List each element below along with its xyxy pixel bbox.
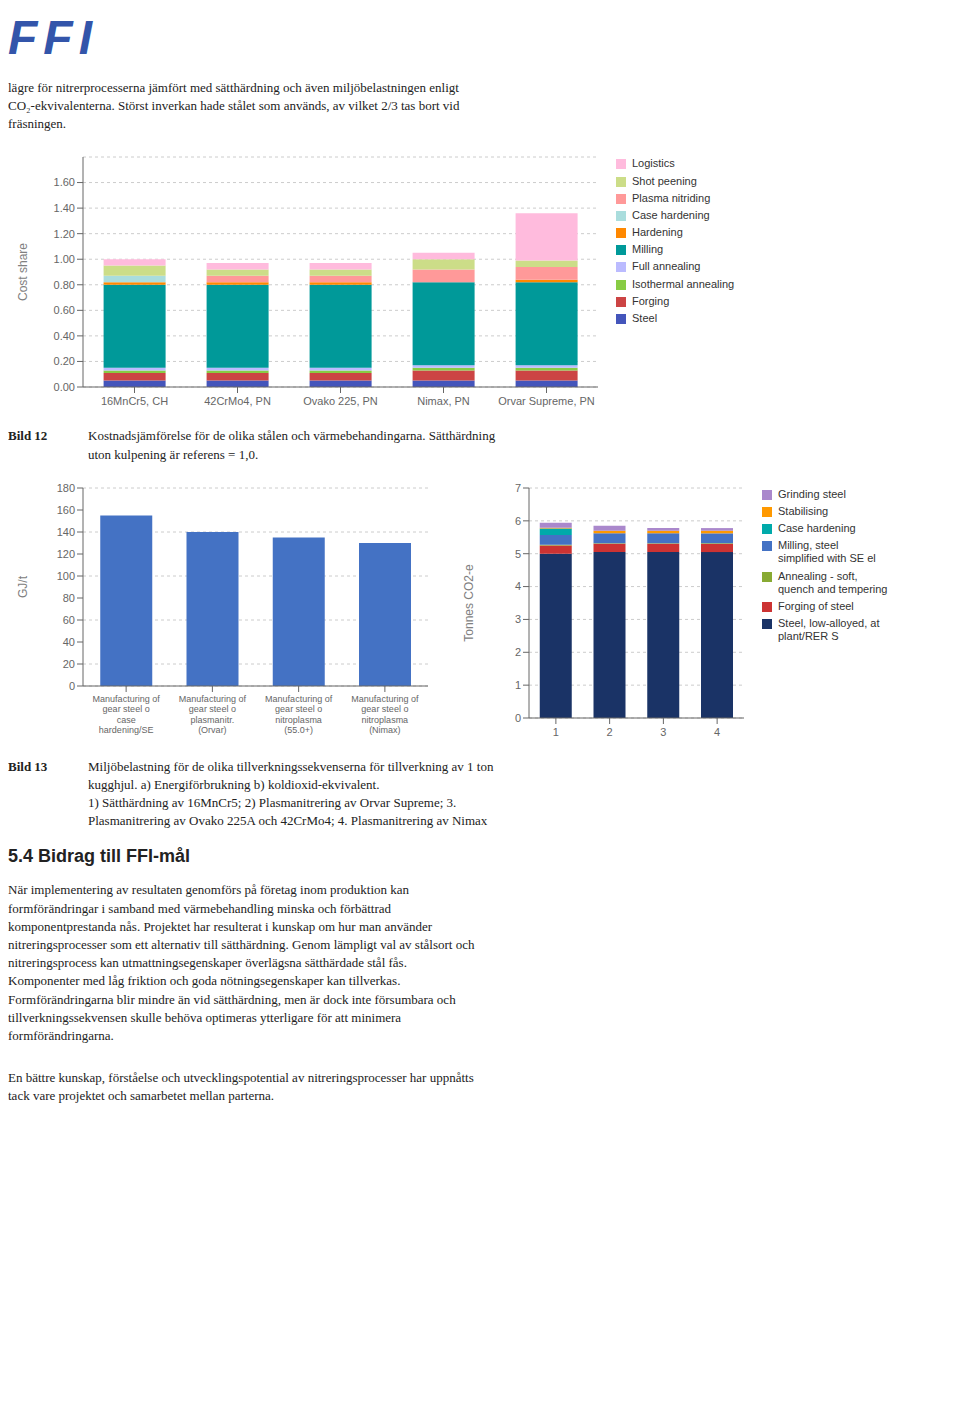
svg-text:0.00: 0.00	[54, 381, 75, 393]
html-text:Plasma nitriding: Plasma nitriding	[632, 191, 711, 204]
svg-text:160: 160	[57, 504, 75, 516]
svg-text:0.40: 0.40	[54, 330, 75, 342]
svg-text:3: 3	[515, 613, 521, 625]
html-text:Grinding steel: Grinding steel	[778, 487, 846, 500]
svg-text:Tonnes CO2-e: Tonnes CO2-e	[462, 564, 476, 642]
svg-text:120: 120	[57, 548, 75, 560]
html-text:Logistics: Logistics	[632, 157, 675, 170]
html-text:Case hardening: Case hardening	[632, 208, 710, 221]
svg-text:GJ/t: GJ/t	[16, 575, 30, 598]
html-text:Bild 13: Bild 13	[8, 758, 48, 774]
html-text:När implementering av resultat: När implementering av resultaten genomfö…	[8, 882, 475, 1043]
html-text:Milling: Milling	[632, 243, 664, 256]
svg-text:0.20: 0.20	[54, 356, 75, 368]
html-text:lägre för nitrerprocesserna jä: lägre för nitrerprocesserna jämfört med …	[8, 79, 460, 132]
svg-text:16MnCr5, CH: 16MnCr5, CH	[101, 395, 168, 407]
svg-text:Ovako 225, PN: Ovako 225, PN	[303, 395, 378, 407]
svg-text:0.80: 0.80	[54, 279, 75, 291]
html-text:Hardening: Hardening	[632, 226, 683, 239]
html-text:Milling, steel simplified with: Milling, steel simplified with SE el	[778, 539, 876, 565]
svg-text:0: 0	[69, 680, 75, 692]
svg-text:Manufacturing ofgear steel oni: Manufacturing ofgear steel onitroplasma(…	[351, 694, 419, 735]
svg-text:4: 4	[714, 726, 720, 738]
svg-text:20: 20	[63, 658, 75, 670]
html-text:En bättre kunskap, förståelse: En bättre kunskap, förståelse och utveck…	[8, 1070, 474, 1104]
svg-text:0: 0	[515, 712, 521, 724]
svg-text:1: 1	[515, 679, 521, 691]
svg-text:7: 7	[515, 482, 521, 494]
svg-text:Cost share: Cost share	[16, 243, 30, 301]
html-text:Full annealing: Full annealing	[632, 260, 701, 273]
svg-text:80: 80	[63, 592, 75, 604]
html-text:Miljöbelastning för de olika t: Miljöbelastning för de olika tillverknin…	[88, 758, 494, 829]
html-text:Case hardening: Case hardening	[778, 522, 856, 535]
svg-text:100: 100	[57, 570, 75, 582]
svg-text:0.60: 0.60	[54, 305, 75, 317]
svg-text:2: 2	[607, 726, 613, 738]
svg-text:Manufacturing ofgear steel opl: Manufacturing ofgear steel oplasmanitr.(…	[179, 694, 247, 735]
html-text:FFI: FFI	[8, 11, 98, 64]
html-text:Kostnadsjämförelse för de olik: Kostnadsjämförelse för de olika stålen o…	[88, 428, 496, 462]
svg-text:1.00: 1.00	[54, 253, 75, 265]
svg-text:180: 180	[57, 482, 75, 494]
html-text:Forging of steel: Forging of steel	[778, 600, 854, 612]
svg-text:140: 140	[57, 526, 75, 538]
svg-text:6: 6	[515, 514, 521, 526]
svg-text:3: 3	[660, 726, 666, 738]
svg-text:1: 1	[553, 726, 559, 738]
svg-text:5: 5	[515, 547, 521, 559]
svg-text:Manufacturing ofgear steel oca: Manufacturing ofgear steel ocasehardenin…	[93, 694, 161, 735]
svg-text:1.60: 1.60	[54, 177, 75, 189]
html-text:Annealing - soft, quench and t: Annealing - soft, quench and tempering	[778, 569, 888, 595]
html-text:Steel, low-alloyed, at plant/R: Steel, low-alloyed, at plant/RER S	[778, 617, 880, 643]
html-text:5.4 Bidrag till FFI-mål: 5.4 Bidrag till FFI-mål	[8, 846, 190, 867]
svg-text:Orvar Supreme, PN: Orvar Supreme, PN	[498, 395, 595, 407]
svg-text:40: 40	[63, 636, 75, 648]
svg-text:60: 60	[63, 614, 75, 626]
svg-text:2: 2	[515, 646, 521, 658]
html-text:Isothermal annealing: Isothermal annealing	[632, 277, 735, 290]
html-text:Shot peening: Shot peening	[632, 174, 697, 187]
svg-text:1.40: 1.40	[54, 202, 75, 214]
svg-text:Nimax, PN: Nimax, PN	[417, 395, 470, 407]
html-text:Forging: Forging	[632, 294, 670, 307]
svg-text:1.20: 1.20	[54, 228, 75, 240]
html-text:Steel: Steel	[632, 312, 658, 324]
svg-text:4: 4	[515, 580, 521, 592]
html-text:Bild 12: Bild 12	[8, 428, 48, 444]
svg-text:Manufacturing ofgear steel oni: Manufacturing ofgear steel onitroplasma(…	[265, 694, 333, 735]
svg-text:42CrMo4, PN: 42CrMo4, PN	[204, 395, 271, 407]
html-text:Stabilising: Stabilising	[778, 504, 829, 517]
